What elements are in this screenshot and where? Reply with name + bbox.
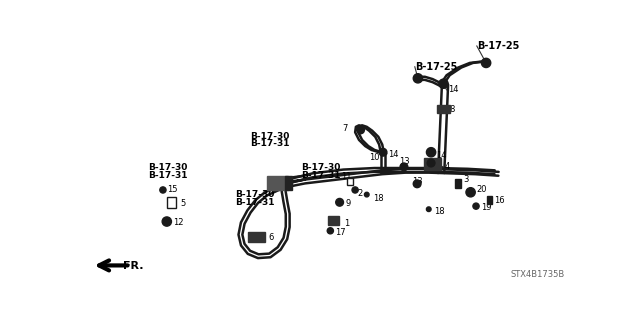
Circle shape: [426, 207, 431, 211]
Circle shape: [481, 58, 491, 68]
Text: B-17-25: B-17-25: [415, 62, 458, 72]
Text: 19: 19: [481, 203, 492, 212]
Circle shape: [413, 74, 422, 83]
Text: 18: 18: [373, 194, 383, 203]
Circle shape: [413, 180, 421, 188]
Text: 8: 8: [450, 105, 455, 114]
Text: 12: 12: [173, 218, 184, 227]
Text: 20: 20: [476, 185, 486, 194]
Circle shape: [327, 228, 333, 234]
Text: B-17-31: B-17-31: [250, 139, 290, 148]
Text: 10: 10: [369, 153, 380, 162]
Text: B-17-31: B-17-31: [148, 171, 188, 180]
Bar: [347, 178, 353, 185]
Text: 2: 2: [358, 189, 363, 197]
Bar: [424, 158, 441, 170]
Circle shape: [379, 148, 387, 156]
Bar: [437, 105, 450, 113]
Text: 16: 16: [494, 196, 504, 205]
Bar: [285, 176, 292, 190]
Bar: [167, 197, 176, 208]
Circle shape: [466, 188, 476, 197]
Circle shape: [162, 217, 172, 226]
Text: FR.: FR.: [123, 261, 143, 271]
Text: B-17-30: B-17-30: [250, 131, 290, 141]
Circle shape: [400, 163, 408, 171]
Circle shape: [336, 198, 344, 206]
Circle shape: [426, 148, 436, 157]
Text: B-17-30: B-17-30: [301, 163, 340, 172]
Circle shape: [356, 126, 364, 134]
Circle shape: [364, 192, 369, 197]
Text: 13: 13: [399, 157, 410, 166]
Text: 17: 17: [335, 228, 346, 237]
Text: 14: 14: [436, 151, 447, 160]
Text: 3: 3: [463, 175, 468, 184]
Bar: [328, 216, 339, 226]
Text: 13: 13: [412, 177, 422, 186]
Text: B-17-25: B-17-25: [477, 41, 520, 51]
Text: 15: 15: [167, 185, 177, 195]
Bar: [267, 176, 289, 190]
Circle shape: [439, 79, 448, 88]
Circle shape: [428, 159, 435, 167]
Circle shape: [352, 187, 358, 193]
Bar: [487, 196, 492, 204]
Text: 6: 6: [268, 233, 274, 242]
Text: 11: 11: [341, 172, 351, 182]
Text: 9: 9: [345, 198, 350, 208]
Text: B-17-31: B-17-31: [301, 171, 340, 180]
Circle shape: [160, 187, 166, 193]
Text: STX4B1735B: STX4B1735B: [510, 270, 564, 278]
Bar: [456, 179, 461, 189]
Text: 18: 18: [434, 207, 445, 216]
Text: 5: 5: [180, 198, 186, 208]
Text: B-17-30: B-17-30: [148, 163, 188, 172]
Text: B-17-30: B-17-30: [235, 190, 275, 199]
Circle shape: [473, 203, 479, 209]
Text: 1: 1: [344, 219, 349, 228]
Text: 14: 14: [388, 150, 398, 159]
Text: 4: 4: [444, 162, 449, 171]
Text: 14: 14: [448, 85, 459, 94]
Text: 7: 7: [343, 124, 348, 133]
Bar: [248, 232, 265, 242]
Text: B-17-31: B-17-31: [235, 198, 275, 207]
